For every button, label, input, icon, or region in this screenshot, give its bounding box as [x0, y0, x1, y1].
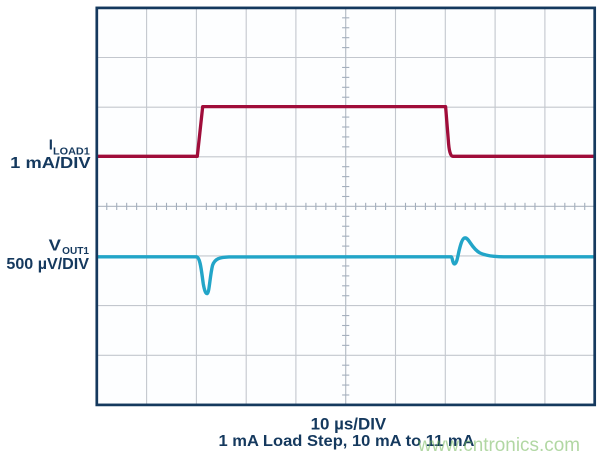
svg-text:www.cntronics.com: www.cntronics.com — [417, 434, 580, 456]
svg-text:LOAD1: LOAD1 — [53, 146, 90, 157]
svg-text:500 µV/DIV: 500 µV/DIV — [6, 256, 89, 273]
svg-text:10 µs/DIV: 10 µs/DIV — [311, 415, 387, 433]
svg-text:I: I — [49, 136, 53, 153]
svg-text:1 mA Load Step, 10 mA to 11 mA: 1 mA Load Step, 10 mA to 11 mA — [219, 433, 475, 450]
svg-text:V: V — [49, 237, 62, 254]
svg-text:1 mA/DIV: 1 mA/DIV — [10, 155, 91, 172]
svg-text:OUT1: OUT1 — [62, 246, 89, 257]
